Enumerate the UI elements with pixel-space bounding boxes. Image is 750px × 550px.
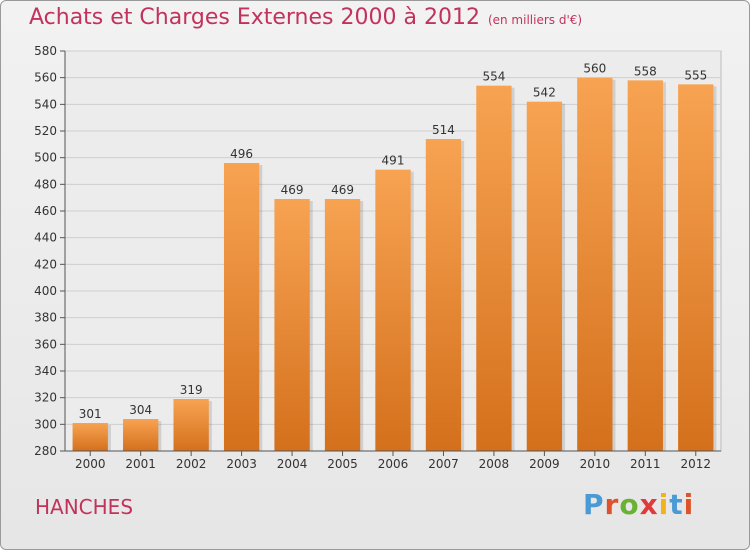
y-axis: 280 300 320 340 360 380 400 420 440 460 480 500 520 5… [34, 44, 66, 458]
data-label: 496 [230, 147, 253, 161]
data-label: 542 [533, 86, 556, 100]
data-label: 319 [180, 383, 203, 397]
data-label: 301 [79, 407, 102, 421]
data-label: 555 [684, 68, 707, 82]
bar-2006 [375, 169, 411, 451]
logo-letter: r [604, 488, 620, 521]
x-tick-label: 2012 [680, 457, 711, 471]
x-tick-label: 2002 [176, 457, 207, 471]
y-tick-label: 520 [34, 124, 57, 138]
bar-2010 [577, 77, 613, 452]
y-tick-label: 320 [34, 391, 57, 405]
y-tick-label: 400 [34, 284, 57, 298]
unit-note: (en milliers d'€) [487, 13, 583, 27]
y-tick-label: 280 [34, 444, 57, 458]
y-tick-label: 580 [34, 44, 57, 58]
y-tick-label: 360 [34, 337, 57, 351]
data-label: 514 [432, 123, 455, 137]
y-tick-label: 440 [34, 231, 57, 245]
bar-2002 [173, 399, 209, 451]
y-tick-label: 500 [34, 151, 57, 165]
data-label: 304 [129, 403, 152, 417]
y-tick-label: 460 [34, 204, 57, 218]
bar-2008 [476, 85, 512, 452]
chart-title: Achats et Charges Externes 2000 à 2012 (e… [29, 5, 582, 30]
x-tick-label: 2011 [630, 457, 661, 471]
y-tick-label: 340 [34, 364, 57, 378]
bar-2012 [678, 84, 714, 451]
x-tick-label: 2010 [580, 457, 611, 471]
logo-letter: t [669, 488, 684, 521]
x-tick-label: 2003 [226, 457, 257, 471]
proxiti-logo: Proxiti [583, 488, 694, 521]
x-tick-label: 2005 [327, 457, 358, 471]
bar-2003 [223, 163, 260, 451]
bar-2009 [526, 101, 563, 452]
y-tick-label: 480 [34, 177, 57, 191]
y-tick-label: 300 [34, 417, 57, 431]
commune-name: HANCHES [35, 495, 134, 519]
x-tick-label: 2008 [479, 457, 510, 471]
logo-letter: o [619, 488, 640, 521]
data-label: 469 [281, 183, 304, 197]
bar-2011 [627, 80, 663, 451]
data-label: 554 [482, 70, 505, 84]
x-tick-label: 2001 [125, 457, 156, 471]
y-tick-label: 560 [34, 71, 57, 85]
bar-2007 [425, 139, 462, 451]
data-label: 560 [583, 62, 606, 76]
logo-letter: i [658, 488, 670, 521]
x-tick-label: 2004 [277, 457, 308, 471]
bar-2004 [274, 199, 310, 451]
x-tick-label: 2009 [529, 457, 560, 471]
logo-letter: P [583, 488, 605, 521]
bar-2000 [72, 423, 108, 451]
data-label: 491 [382, 154, 405, 168]
logo-letter: x [639, 488, 659, 521]
x-axis: 2000 2001 2002 2003 2004 2005 2006 2007 2008 2009… [65, 450, 721, 471]
y-tick-label: 540 [34, 97, 57, 111]
bar-2001 [123, 419, 159, 451]
bars: 301 304 319 496 469 469 491 514 554 542 560 558 555 [72, 62, 717, 452]
x-tick-label: 2000 [75, 457, 106, 471]
y-tick-label: 380 [34, 311, 57, 325]
logo-letter: i [683, 488, 695, 521]
x-tick-label: 2007 [428, 457, 459, 471]
title-text: Achats et Charges Externes 2000 à 2012 [29, 5, 480, 30]
data-label: 469 [331, 183, 354, 197]
y-tick-label: 420 [34, 257, 57, 271]
data-label: 558 [634, 64, 657, 78]
bar-2005 [324, 199, 361, 451]
x-tick-label: 2006 [378, 457, 409, 471]
